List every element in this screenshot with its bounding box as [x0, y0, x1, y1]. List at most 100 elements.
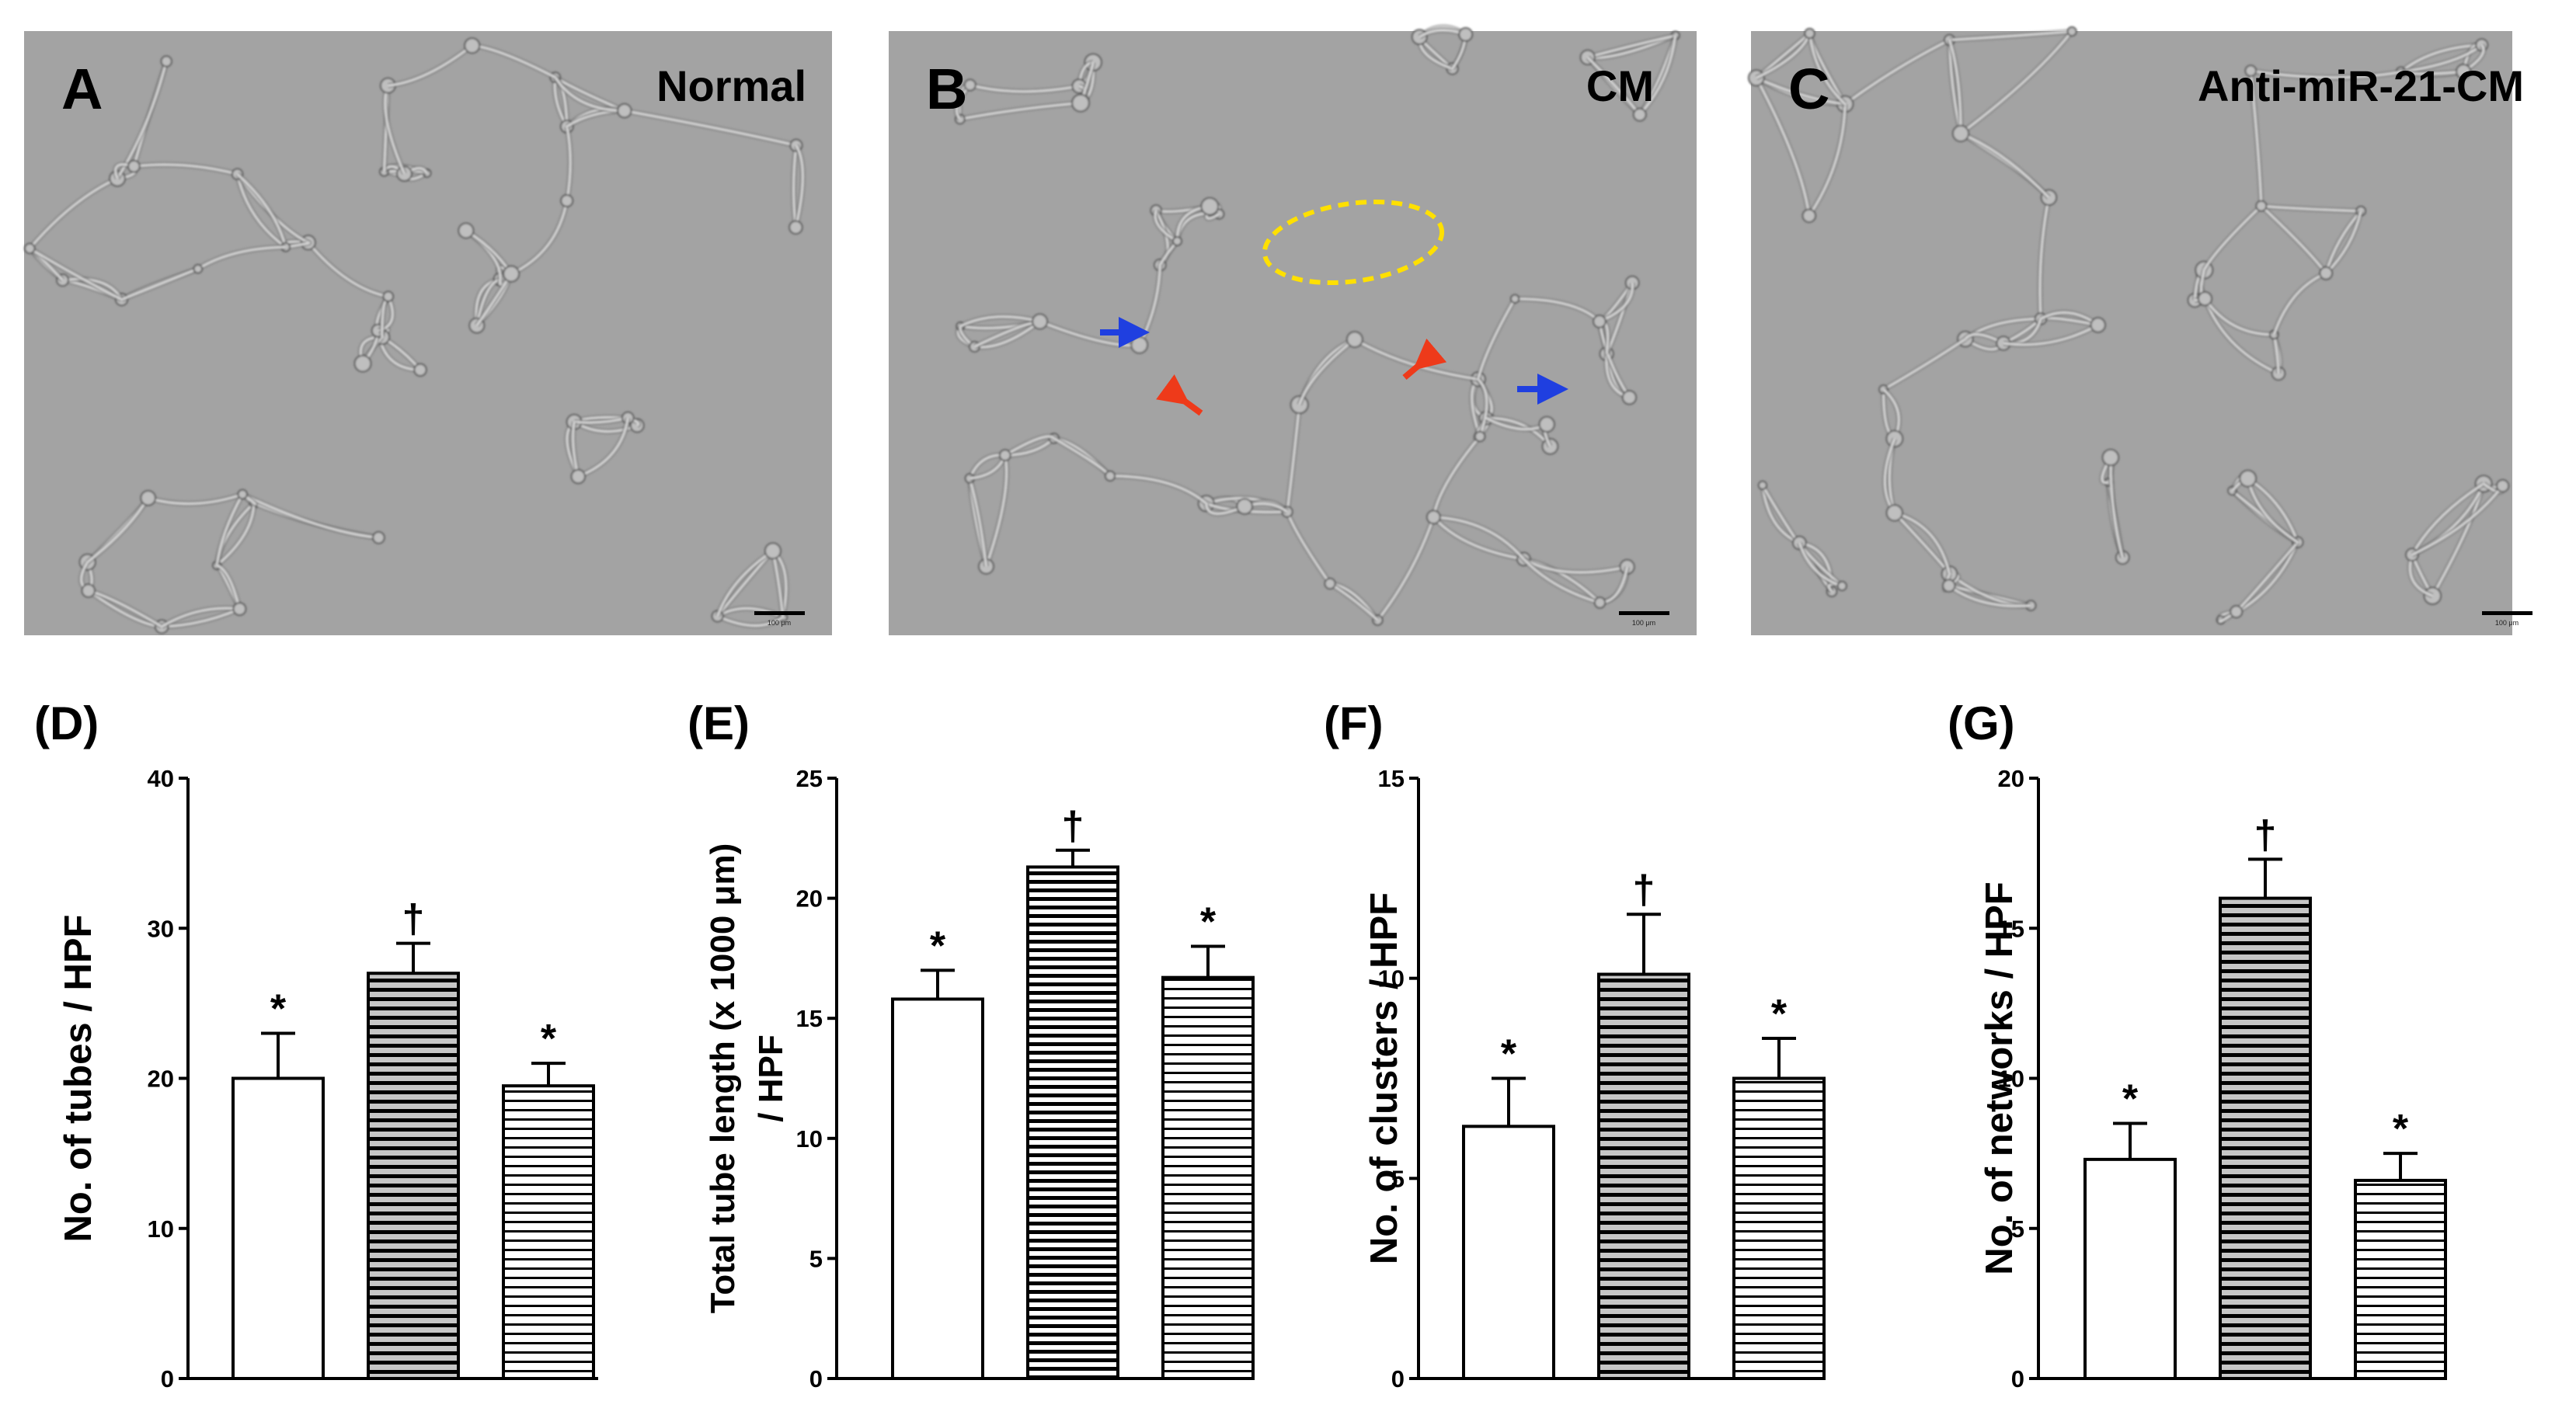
- micrograph-a-letter: A: [61, 57, 103, 121]
- micrograph-c-scale-text: 100 μm: [2495, 619, 2519, 627]
- cell-body: [1509, 294, 1520, 304]
- cell-strand: [566, 126, 572, 201]
- dashed-lumen-outline: [1262, 199, 1445, 286]
- bar: [367, 972, 460, 1380]
- micrograph-c-background: [1751, 31, 2512, 635]
- cell-strand: [1808, 103, 1847, 217]
- bar: [1732, 1076, 1826, 1380]
- cell-strand: [1523, 558, 1600, 604]
- cell-body: [1032, 313, 1049, 330]
- cell-body: [382, 290, 395, 303]
- y-axis-label: No. of clusters / HPF: [1363, 892, 1405, 1264]
- y-tick-label: 25: [796, 765, 823, 792]
- cell-strand: [577, 417, 629, 478]
- cell-body: [2244, 64, 2257, 78]
- micrograph-a-cells: [24, 37, 806, 635]
- cell-body: [560, 194, 574, 207]
- cell-body: [237, 488, 249, 500]
- cell-strand: [510, 200, 569, 275]
- cell-body: [2066, 26, 2077, 37]
- cell-strand: [2251, 69, 2401, 79]
- cell-body: [2319, 266, 2334, 280]
- chart-2: (F) 0 5 10 15 No. of clusters / HPF * † *: [1324, 697, 1826, 1392]
- significance-marker: †: [1633, 867, 1655, 913]
- y-tick-label: 10: [1998, 1066, 2024, 1093]
- cell-strand: [624, 110, 797, 147]
- cell-strand: [794, 144, 804, 228]
- cell-strand: [216, 564, 241, 610]
- chart-3: (G) 0 5 10 15 20 No. of networks / HPF * † *: [1948, 697, 2447, 1392]
- y-tick-label: 0: [1391, 1365, 1405, 1392]
- cell-body: [503, 265, 520, 283]
- y-tick-label: 15: [796, 1005, 823, 1032]
- y-tick-label: 20: [796, 885, 823, 913]
- cell-strand: [1515, 297, 1601, 322]
- bar-charts: (D) 0 10 20 30 40 No. of tubes / HPF * † * (E) 0 5 10…: [34, 697, 2447, 1392]
- micrograph-c: C Anti-miR-21-CM 100 μm: [1748, 26, 2532, 635]
- cell-body: [2496, 479, 2510, 493]
- cell-strand: [1598, 321, 1631, 398]
- significance-marker: *: [1200, 899, 1217, 944]
- cell-body: [1458, 27, 1474, 42]
- cell-strand: [1948, 40, 1962, 134]
- cell-strand: [1354, 338, 1479, 381]
- y-tick-label: 30: [148, 915, 174, 942]
- cell-body: [2101, 448, 2120, 467]
- cell-body: [1346, 331, 1363, 349]
- y-axis-label: No. of networks / HPF: [1979, 881, 2021, 1274]
- cell-strand: [148, 493, 243, 506]
- y-tick-label: 40: [148, 765, 174, 792]
- red-arrow-center: [1402, 338, 1447, 381]
- cell-strand: [307, 242, 389, 298]
- cell-strand: [2203, 298, 2279, 375]
- cell-strand: [959, 315, 1040, 328]
- y-tick-label: 5: [2011, 1215, 2024, 1243]
- cell-body: [2197, 291, 2213, 307]
- significance-marker: †: [402, 897, 425, 942]
- cell-body: [413, 363, 427, 377]
- cell-strand: [1882, 338, 1966, 391]
- micrograph-a-scale-bar: 100 μm: [754, 611, 805, 627]
- cell-strand: [2325, 210, 2362, 274]
- cell-strand: [242, 493, 379, 539]
- significance-marker: *: [1501, 1032, 1517, 1077]
- cell-strand: [2261, 204, 2362, 213]
- bar: [2083, 1157, 2177, 1380]
- cell-body: [458, 222, 475, 239]
- micrograph-a: A Normal 100 μm: [24, 31, 832, 635]
- cell-strand: [1286, 404, 1301, 513]
- chart-panel-letter: (G): [1948, 697, 2015, 749]
- cell-strand: [1433, 516, 1525, 560]
- cell-body: [1426, 509, 1441, 525]
- chart-panel-letter: (F): [1324, 697, 1384, 749]
- cell-body: [1130, 336, 1149, 354]
- cell-strand: [2272, 272, 2327, 336]
- significance-marker: *: [2393, 1107, 2409, 1152]
- cell-strand: [121, 267, 199, 301]
- cell-strand: [959, 102, 1081, 120]
- cell-strand: [236, 173, 287, 248]
- bar: [1597, 972, 1690, 1380]
- cell-body: [2239, 469, 2257, 488]
- cell-strand: [1949, 30, 2073, 41]
- y-tick-label: 15: [1998, 915, 2024, 942]
- cell-strand: [1638, 35, 1677, 116]
- y-tick-label: 0: [2011, 1365, 2024, 1392]
- chart-1: (E) 0 5 10 15 20 25 Total tube length (x 1000 μ…: [688, 697, 1255, 1392]
- cell-body: [1885, 504, 1903, 522]
- cell-body: [1071, 93, 1090, 113]
- cell-strand: [1523, 558, 1627, 574]
- cell-strand: [1960, 30, 2073, 135]
- cell-strand: [388, 44, 473, 87]
- cell-strand: [985, 454, 1008, 567]
- significance-marker: *: [270, 987, 287, 1032]
- cell-strand: [86, 497, 149, 563]
- cell-strand: [1432, 436, 1481, 518]
- cell-body: [2456, 64, 2472, 80]
- cell-body: [160, 55, 172, 68]
- cell-body: [353, 354, 372, 373]
- cell-strand: [2202, 205, 2262, 271]
- cell-body: [617, 103, 632, 119]
- significance-marker: *: [541, 1017, 557, 1062]
